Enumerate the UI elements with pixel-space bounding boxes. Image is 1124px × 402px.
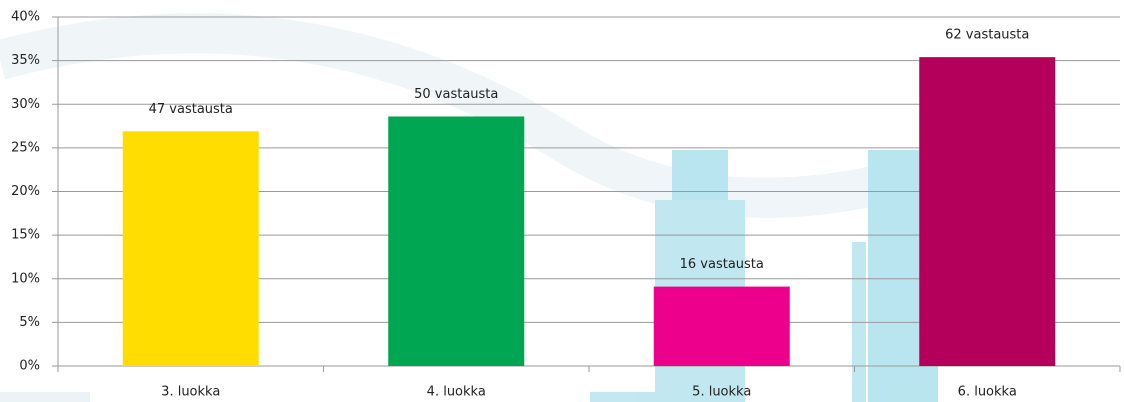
bar bbox=[123, 131, 259, 366]
bar bbox=[654, 287, 790, 366]
data-label: 62 vastausta bbox=[945, 28, 1029, 43]
bar bbox=[919, 57, 1055, 366]
bar bbox=[388, 116, 524, 366]
x-tick-label: 6. luokka bbox=[958, 385, 1017, 400]
y-tick-label: 15% bbox=[11, 228, 40, 243]
data-label: 50 vastausta bbox=[414, 87, 498, 102]
y-tick-label: 10% bbox=[11, 271, 40, 286]
x-tick-label: 3. luokka bbox=[161, 385, 220, 400]
x-tick-label: 5. luokka bbox=[692, 385, 751, 400]
y-tick-label: 30% bbox=[11, 97, 40, 112]
data-label: 47 vastausta bbox=[149, 102, 233, 117]
x-tick-label: 4. luokka bbox=[427, 385, 486, 400]
y-tick-label: 20% bbox=[11, 184, 40, 199]
data-label: 16 vastausta bbox=[680, 257, 764, 272]
y-tick-label: 5% bbox=[19, 315, 40, 330]
y-tick-label: 0% bbox=[19, 359, 40, 374]
chart: 0% 5% 10% 15% 20% 25% 30% 35% 40% 3. luokka 47 vas… bbox=[0, 0, 1124, 402]
y-tick-label: 35% bbox=[11, 53, 40, 68]
y-tick-label: 40% bbox=[11, 10, 40, 25]
y-tick-label: 25% bbox=[11, 140, 40, 155]
